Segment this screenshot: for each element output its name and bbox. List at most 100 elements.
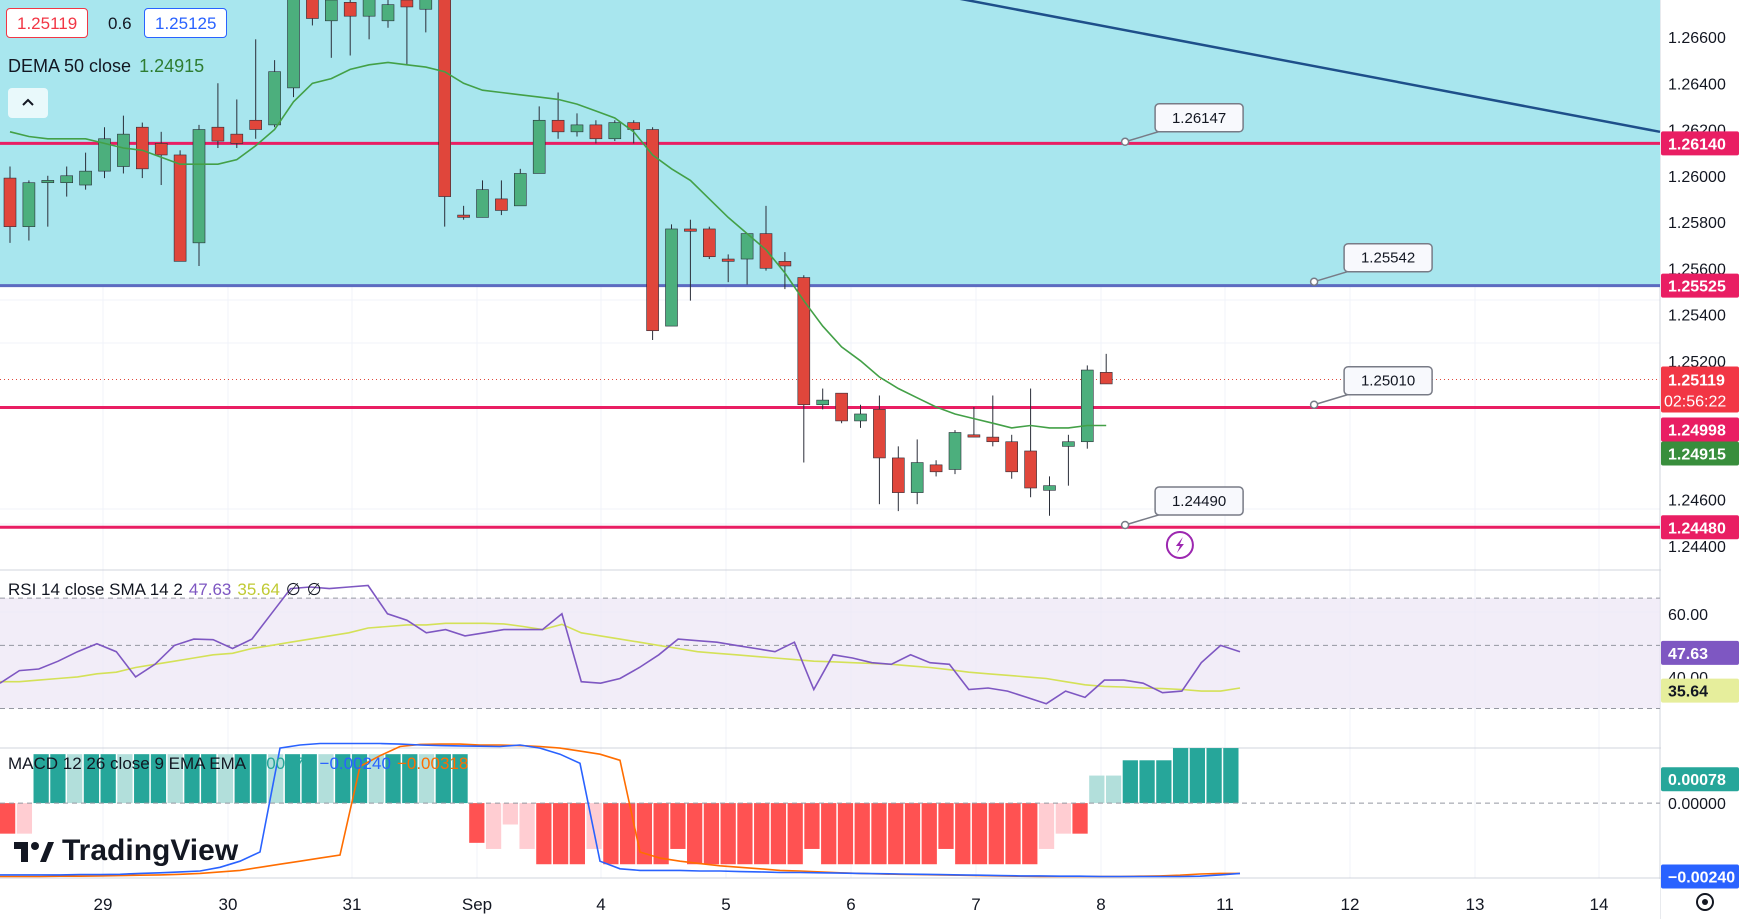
- candle-body: [457, 214, 470, 218]
- time-tick-label: 14: [1590, 895, 1609, 914]
- macd-histogram-bar: [1005, 803, 1021, 865]
- macd-histogram-bar: [50, 754, 66, 804]
- macd-histogram-bar: [1172, 748, 1189, 804]
- candle-body: [910, 462, 924, 493]
- candle-body: [400, 0, 414, 8]
- macd-histogram-bar: [184, 754, 200, 804]
- callout-box: [1343, 365, 1433, 396]
- time-tick-label: Sep: [462, 895, 492, 914]
- macd-histogram-bar: [1105, 775, 1122, 804]
- time-axis-background: [0, 879, 1660, 919]
- macd-line-badge-bg: [1661, 864, 1739, 889]
- price-tick-label: 1.24400: [1668, 539, 1726, 556]
- macd-histogram-bar: [284, 754, 301, 804]
- bid-price-box[interactable]: 1.25119: [6, 8, 89, 38]
- dema-line: [9, 61, 1107, 429]
- macd-histogram-bar: [1072, 803, 1088, 834]
- macd-histogram-bar: [418, 754, 435, 804]
- macd-histogram-bar: [402, 754, 418, 804]
- macd-histogram-bar: [770, 803, 787, 865]
- candle-body: [1043, 485, 1056, 491]
- macd-histogram-bar: [988, 803, 1004, 865]
- dema-badge: 1.24915: [1668, 447, 1726, 464]
- rsi-legend-value: 47.63: [188, 580, 232, 599]
- level-badge-bg: [1661, 417, 1739, 442]
- macd-legend[interactable]: MACD 12 26 close 9 EMA EMA 0.00078 −0.0024…: [8, 754, 474, 774]
- macd-histogram-bar: [318, 754, 334, 804]
- macd-histogram-bar: [904, 803, 921, 865]
- callout-label: 1.25542: [1361, 250, 1415, 267]
- candle-body: [986, 436, 1000, 443]
- candle-body: [173, 154, 187, 262]
- flash-bolt-icon: [1175, 537, 1184, 553]
- dema-legend-value: 1.24915: [139, 56, 205, 76]
- candle-body: [929, 464, 943, 473]
- macd-histogram-bar: [368, 754, 384, 804]
- callout-box: [1343, 242, 1433, 273]
- macd-histogram-bar: [150, 754, 167, 804]
- rsi-upper-band-value: ∅: [285, 580, 301, 599]
- macd-histogram-bar: [687, 803, 703, 865]
- dema-legend-label: DEMA 50 close: [8, 56, 132, 76]
- settings-gear-center: [1702, 899, 1708, 905]
- macd-histogram-bar: [167, 754, 183, 804]
- macd-histogram-bar: [871, 803, 887, 865]
- tradingview-brand[interactable]: TradingView: [12, 834, 238, 868]
- candle-body: [835, 392, 848, 422]
- trendline[interactable]: [940, 0, 1661, 134]
- macd-histogram-bar: [134, 754, 150, 804]
- candle-body: [249, 119, 262, 130]
- rsi-ma-badge-bg: [1661, 678, 1739, 703]
- price-tick-label: 1.26000: [1668, 169, 1726, 186]
- current-price-badge-bg: [1661, 366, 1739, 413]
- macd-histogram-bar: [603, 803, 619, 865]
- downtrend-line: [959, 0, 1661, 134]
- time-axis[interactable]: 29 30 31 Sep 4 5 6 7 8 11 12 13 14: [0, 879, 1714, 919]
- macd-histogram-bar: [1139, 760, 1155, 804]
- macd-histogram-bar: [1055, 803, 1071, 834]
- macd-histogram-bar: [485, 803, 502, 849]
- rsi-legend[interactable]: RSI 14 close SMA 14 2 47.63 35.64 ∅ ∅: [8, 580, 328, 600]
- candle-body: [79, 170, 92, 186]
- candle-body: [476, 189, 489, 218]
- candle-body: [136, 126, 149, 170]
- time-tick-label: 6: [846, 895, 855, 914]
- price-callouts[interactable]: 1.26147 1.25542 1.25010 1.24490: [1120, 103, 1433, 559]
- candle-body: [948, 432, 962, 470]
- candle-body: [854, 413, 867, 422]
- macd-histogram-bar: [804, 803, 820, 849]
- macd-histogram-bar: [754, 803, 770, 865]
- macd-hist-badge: 0.00078: [1668, 772, 1726, 789]
- macd-histogram-bar: [234, 754, 250, 804]
- rsi-ma-badge: 35.64: [1668, 684, 1708, 701]
- candle-body: [1099, 372, 1113, 385]
- candle-body: [1024, 450, 1037, 489]
- brand-name: TradingView: [62, 834, 239, 867]
- macd-histogram-bar: [301, 754, 317, 804]
- candle-body: [873, 409, 886, 459]
- candle-body: [343, 2, 357, 17]
- macd-histogram-bar: [1189, 748, 1205, 804]
- callout-label: 1.24490: [1172, 493, 1226, 510]
- callout-label: 1.25010: [1361, 373, 1415, 390]
- macd-histogram-bar: [552, 803, 569, 865]
- time-tick-label: 11: [1216, 895, 1234, 914]
- dema-legend[interactable]: DEMA 50 close 1.24915: [8, 56, 204, 77]
- collapse-legend-button[interactable]: [8, 88, 48, 118]
- macd-histogram-bar: [1089, 775, 1105, 804]
- macd-histogram-bar: [251, 754, 267, 804]
- macd-histogram-bar: [217, 754, 234, 804]
- time-tick-label: 4: [596, 895, 605, 914]
- candle-body: [570, 124, 584, 133]
- macd-histogram-bar: [787, 803, 803, 865]
- macd-tick-label: 0.00000: [1668, 796, 1726, 813]
- tradingview-logo-icon: [14, 842, 54, 862]
- ask-price-box[interactable]: 1.25125: [144, 8, 228, 38]
- horizontal-levels[interactable]: [0, 141, 1660, 529]
- dema-badge-bg: [1661, 441, 1739, 466]
- rsi-ma-line: [0, 622, 1241, 692]
- callout-box: [1154, 486, 1244, 516]
- macd-histogram-bar: [1122, 760, 1138, 804]
- rsi-band-fill: [0, 598, 1660, 709]
